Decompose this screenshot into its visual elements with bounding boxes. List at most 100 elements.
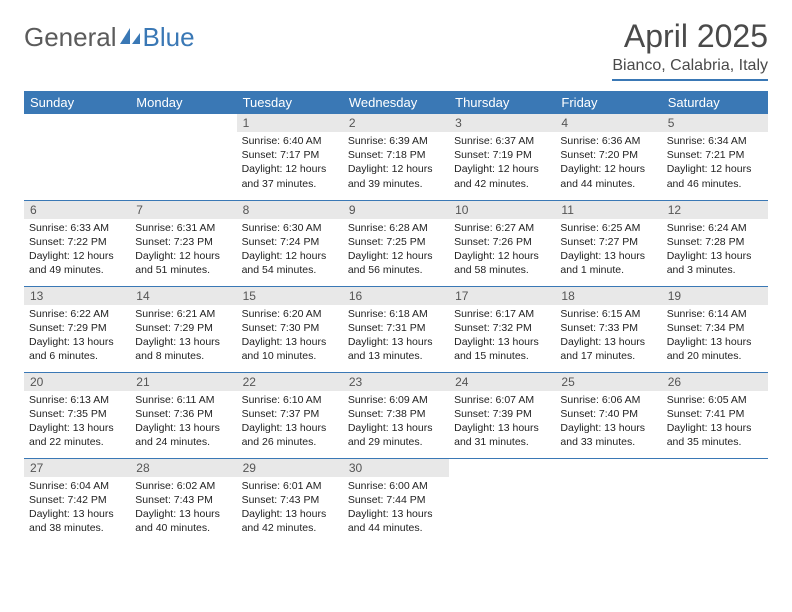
calendar-cell: 28Sunrise: 6:02 AMSunset: 7:43 PMDayligh… — [130, 458, 236, 544]
daylight-line: Daylight: 13 hours and 42 minutes. — [242, 507, 338, 535]
calendar-cell: 13Sunrise: 6:22 AMSunset: 7:29 PMDayligh… — [24, 286, 130, 372]
daylight-line: Daylight: 12 hours and 42 minutes. — [454, 162, 550, 190]
calendar-cell — [662, 458, 768, 544]
day-number: 22 — [237, 373, 343, 391]
calendar-cell: 7Sunrise: 6:31 AMSunset: 7:23 PMDaylight… — [130, 200, 236, 286]
calendar-cell — [555, 458, 661, 544]
daylight-line: Daylight: 13 hours and 35 minutes. — [667, 421, 763, 449]
day-body: Sunrise: 6:07 AMSunset: 7:39 PMDaylight:… — [449, 391, 555, 454]
day-number: 27 — [24, 459, 130, 477]
calendar-table: SundayMondayTuesdayWednesdayThursdayFrid… — [24, 91, 768, 544]
calendar-cell: 3Sunrise: 6:37 AMSunset: 7:19 PMDaylight… — [449, 114, 555, 200]
sunrise-line: Sunrise: 6:28 AM — [348, 221, 444, 235]
sunrise-line: Sunrise: 6:25 AM — [560, 221, 656, 235]
logo-text-2: Blue — [143, 22, 195, 53]
sunrise-line: Sunrise: 6:10 AM — [242, 393, 338, 407]
day-body: Sunrise: 6:05 AMSunset: 7:41 PMDaylight:… — [662, 391, 768, 454]
sunset-line: Sunset: 7:22 PM — [29, 235, 125, 249]
sunrise-line: Sunrise: 6:22 AM — [29, 307, 125, 321]
day-number: 23 — [343, 373, 449, 391]
day-number: 26 — [662, 373, 768, 391]
weekday-header: Saturday — [662, 91, 768, 114]
calendar-cell: 27Sunrise: 6:04 AMSunset: 7:42 PMDayligh… — [24, 458, 130, 544]
sunset-line: Sunset: 7:33 PM — [560, 321, 656, 335]
sunrise-line: Sunrise: 6:33 AM — [29, 221, 125, 235]
day-number: 2 — [343, 114, 449, 132]
daylight-line: Daylight: 12 hours and 56 minutes. — [348, 249, 444, 277]
sunset-line: Sunset: 7:36 PM — [135, 407, 231, 421]
day-body: Sunrise: 6:11 AMSunset: 7:36 PMDaylight:… — [130, 391, 236, 454]
daylight-line: Daylight: 12 hours and 39 minutes. — [348, 162, 444, 190]
daylight-line: Daylight: 13 hours and 29 minutes. — [348, 421, 444, 449]
calendar-body: 1Sunrise: 6:40 AMSunset: 7:17 PMDaylight… — [24, 114, 768, 544]
sunset-line: Sunset: 7:32 PM — [454, 321, 550, 335]
calendar-cell — [130, 114, 236, 200]
day-body: Sunrise: 6:18 AMSunset: 7:31 PMDaylight:… — [343, 305, 449, 368]
sunrise-line: Sunrise: 6:39 AM — [348, 134, 444, 148]
sunrise-line: Sunrise: 6:01 AM — [242, 479, 338, 493]
daylight-line: Daylight: 13 hours and 6 minutes. — [29, 335, 125, 363]
sunrise-line: Sunrise: 6:13 AM — [29, 393, 125, 407]
day-number: 8 — [237, 201, 343, 219]
calendar-cell: 9Sunrise: 6:28 AMSunset: 7:25 PMDaylight… — [343, 200, 449, 286]
calendar-cell: 24Sunrise: 6:07 AMSunset: 7:39 PMDayligh… — [449, 372, 555, 458]
calendar-cell: 6Sunrise: 6:33 AMSunset: 7:22 PMDaylight… — [24, 200, 130, 286]
sunrise-line: Sunrise: 6:34 AM — [667, 134, 763, 148]
calendar-cell: 15Sunrise: 6:20 AMSunset: 7:30 PMDayligh… — [237, 286, 343, 372]
daylight-line: Daylight: 13 hours and 31 minutes. — [454, 421, 550, 449]
sunset-line: Sunset: 7:31 PM — [348, 321, 444, 335]
sunrise-line: Sunrise: 6:14 AM — [667, 307, 763, 321]
calendar-cell: 30Sunrise: 6:00 AMSunset: 7:44 PMDayligh… — [343, 458, 449, 544]
day-body: Sunrise: 6:33 AMSunset: 7:22 PMDaylight:… — [24, 219, 130, 282]
sunrise-line: Sunrise: 6:30 AM — [242, 221, 338, 235]
calendar-cell: 23Sunrise: 6:09 AMSunset: 7:38 PMDayligh… — [343, 372, 449, 458]
sunset-line: Sunset: 7:27 PM — [560, 235, 656, 249]
sunset-line: Sunset: 7:44 PM — [348, 493, 444, 507]
day-number: 30 — [343, 459, 449, 477]
sunset-line: Sunset: 7:17 PM — [242, 148, 338, 162]
sunset-line: Sunset: 7:24 PM — [242, 235, 338, 249]
calendar-week-row: 13Sunrise: 6:22 AMSunset: 7:29 PMDayligh… — [24, 286, 768, 372]
sunrise-line: Sunrise: 6:09 AM — [348, 393, 444, 407]
daylight-line: Daylight: 12 hours and 54 minutes. — [242, 249, 338, 277]
day-body: Sunrise: 6:01 AMSunset: 7:43 PMDaylight:… — [237, 477, 343, 540]
day-body: Sunrise: 6:00 AMSunset: 7:44 PMDaylight:… — [343, 477, 449, 540]
day-number: 19 — [662, 287, 768, 305]
sunrise-line: Sunrise: 6:18 AM — [348, 307, 444, 321]
day-body: Sunrise: 6:24 AMSunset: 7:28 PMDaylight:… — [662, 219, 768, 282]
weekday-header-row: SundayMondayTuesdayWednesdayThursdayFrid… — [24, 91, 768, 114]
sunrise-line: Sunrise: 6:20 AM — [242, 307, 338, 321]
logo-text-1: General — [24, 22, 117, 53]
day-number: 3 — [449, 114, 555, 132]
sunset-line: Sunset: 7:39 PM — [454, 407, 550, 421]
calendar-cell: 25Sunrise: 6:06 AMSunset: 7:40 PMDayligh… — [555, 372, 661, 458]
calendar-cell: 18Sunrise: 6:15 AMSunset: 7:33 PMDayligh… — [555, 286, 661, 372]
day-body: Sunrise: 6:04 AMSunset: 7:42 PMDaylight:… — [24, 477, 130, 540]
sunset-line: Sunset: 7:40 PM — [560, 407, 656, 421]
day-number: 29 — [237, 459, 343, 477]
weekday-header: Monday — [130, 91, 236, 114]
sunset-line: Sunset: 7:34 PM — [667, 321, 763, 335]
day-body: Sunrise: 6:40 AMSunset: 7:17 PMDaylight:… — [237, 132, 343, 195]
day-number: 13 — [24, 287, 130, 305]
daylight-line: Daylight: 13 hours and 13 minutes. — [348, 335, 444, 363]
calendar-cell: 8 Sunrise: 6:30 AMSunset: 7:24 PMDaylight… — [237, 200, 343, 286]
sunrise-line: Sunrise: 6:07 AM — [454, 393, 550, 407]
day-number: 20 — [24, 373, 130, 391]
daylight-line: Daylight: 13 hours and 26 minutes. — [242, 421, 338, 449]
calendar-cell: 10Sunrise: 6:27 AMSunset: 7:26 PMDayligh… — [449, 200, 555, 286]
day-body: Sunrise: 6:21 AMSunset: 7:29 PMDaylight:… — [130, 305, 236, 368]
sunset-line: Sunset: 7:43 PM — [135, 493, 231, 507]
daylight-line: Daylight: 13 hours and 40 minutes. — [135, 507, 231, 535]
calendar-cell — [449, 458, 555, 544]
location: Bianco, Calabria, Italy — [612, 57, 768, 81]
weekday-header: Friday — [555, 91, 661, 114]
calendar-cell: 16Sunrise: 6:18 AMSunset: 7:31 PMDayligh… — [343, 286, 449, 372]
daylight-line: Daylight: 13 hours and 15 minutes. — [454, 335, 550, 363]
logo-sail-icon — [117, 22, 143, 53]
calendar-cell: 20Sunrise: 6:13 AMSunset: 7:35 PMDayligh… — [24, 372, 130, 458]
daylight-line: Daylight: 12 hours and 58 minutes. — [454, 249, 550, 277]
page: General Blue April 2025 Bianco, Calabria… — [0, 0, 792, 554]
calendar-cell: 11Sunrise: 6:25 AMSunset: 7:27 PMDayligh… — [555, 200, 661, 286]
day-number: 6 — [24, 201, 130, 219]
